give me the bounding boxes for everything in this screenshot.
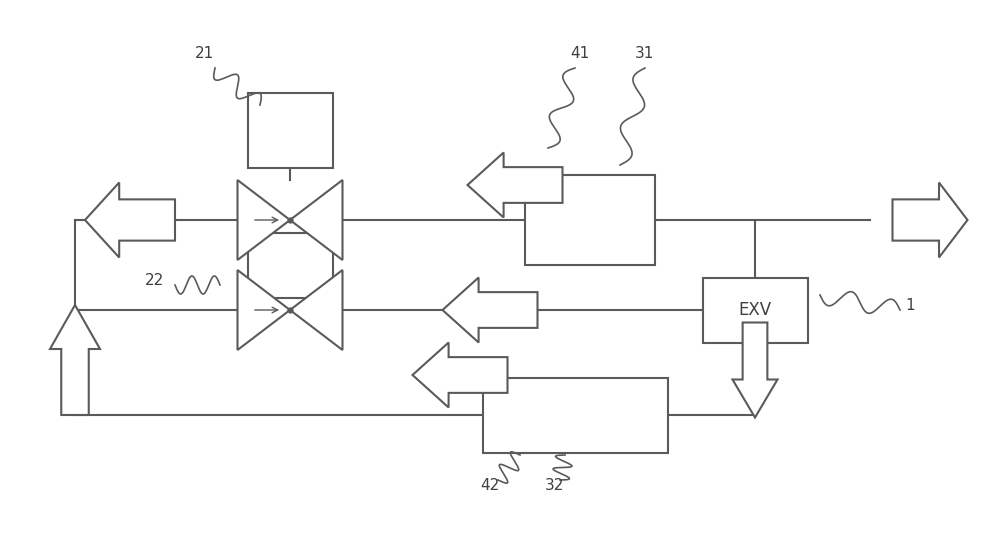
Polygon shape: [238, 180, 290, 260]
Polygon shape: [238, 270, 290, 350]
Text: 21: 21: [195, 46, 215, 61]
Text: 22: 22: [145, 273, 165, 288]
Polygon shape: [468, 153, 562, 218]
Polygon shape: [442, 278, 538, 343]
Polygon shape: [50, 305, 100, 415]
Polygon shape: [290, 180, 342, 260]
Text: 31: 31: [635, 46, 655, 61]
Bar: [482, 377, 668, 452]
Text: 41: 41: [570, 46, 590, 61]
Text: 42: 42: [480, 478, 500, 493]
Polygon shape: [732, 323, 778, 418]
Text: 1: 1: [905, 298, 915, 313]
Polygon shape: [85, 182, 175, 257]
Bar: [525, 175, 655, 265]
Polygon shape: [893, 182, 968, 257]
Polygon shape: [413, 343, 508, 407]
Text: EXV: EXV: [738, 301, 772, 319]
Text: 32: 32: [545, 478, 565, 493]
Polygon shape: [290, 270, 342, 350]
Bar: [248, 233, 332, 297]
Bar: [702, 278, 808, 343]
Bar: [248, 93, 332, 167]
